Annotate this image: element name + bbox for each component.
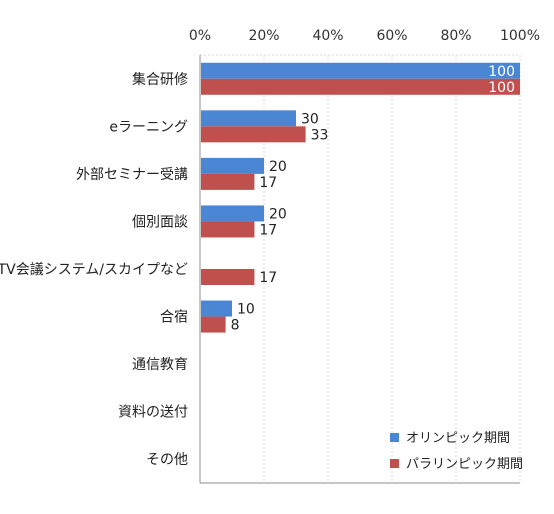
data-label: 8 xyxy=(231,318,240,334)
data-label: 33 xyxy=(311,127,329,143)
data-label: 100 xyxy=(488,80,515,96)
x-tick-label: 80% xyxy=(440,28,471,44)
bar xyxy=(201,300,232,317)
bars-layer xyxy=(201,62,520,333)
bar xyxy=(201,62,520,79)
grid-layer xyxy=(200,54,521,483)
data-label: 10 xyxy=(237,302,255,318)
y-category-label: 外部セミナー受講 xyxy=(76,167,188,183)
y-category-label: 集合研修 xyxy=(132,71,188,88)
bar xyxy=(201,157,264,174)
data-label: 100 xyxy=(488,64,515,80)
axis-layer: 0% 20% 40% 60% 80% 100% 集合研修 eラーニング外部セミナー受講個別面談… xyxy=(0,28,540,484)
legend-label: パラリンピック期間 xyxy=(406,457,523,472)
data-label: 17 xyxy=(259,270,277,286)
x-tick-label: 100% xyxy=(500,28,540,44)
legend-swatch xyxy=(390,459,399,468)
data-label: 20 xyxy=(269,159,287,175)
bar xyxy=(201,110,296,127)
y-category-label: TV会議システム/スカイプなど xyxy=(0,261,188,278)
bar xyxy=(201,173,255,190)
data-label: 30 xyxy=(301,111,319,127)
data-label: 17 xyxy=(259,222,277,238)
x-tick-label: 40% xyxy=(312,28,343,44)
bar xyxy=(201,126,306,143)
bar xyxy=(201,78,520,95)
y-category-label: その他 xyxy=(146,452,188,468)
legend-label: オリンピック期間 xyxy=(406,431,510,446)
data-label: 20 xyxy=(269,206,287,222)
bar xyxy=(201,316,226,333)
y-category-label: 通信教育 xyxy=(132,357,188,373)
y-category-label: 資料の送付 xyxy=(118,405,188,421)
bar xyxy=(201,205,264,222)
bar xyxy=(201,269,255,285)
bar xyxy=(201,221,255,238)
data-label: 17 xyxy=(259,175,277,191)
legend-swatch xyxy=(390,433,399,442)
x-tick-label: 0% xyxy=(189,28,211,44)
x-tick-label: 60% xyxy=(376,28,407,44)
y-category-label: 合宿 xyxy=(160,309,188,326)
y-category-label: eラーニング xyxy=(109,119,188,135)
y-category-label: 個別面談 xyxy=(132,214,188,230)
x-tick-label: 20% xyxy=(248,28,279,44)
